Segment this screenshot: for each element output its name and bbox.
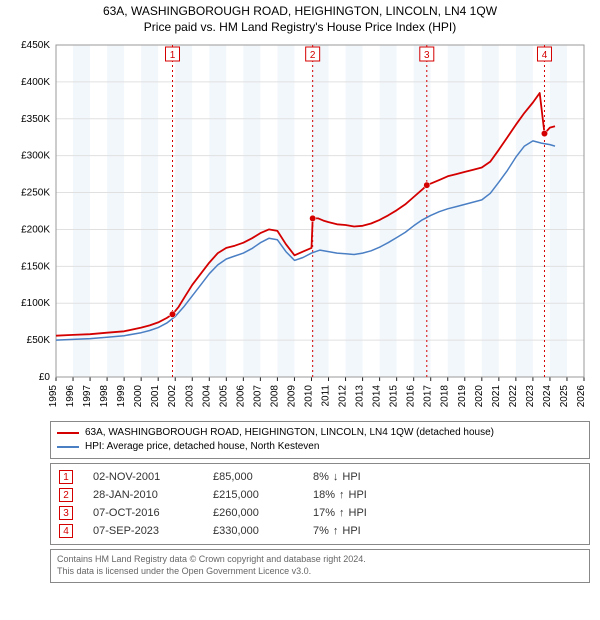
- legend-box: 63A, WASHINGBOROUGH ROAD, HEIGHINGTON, L…: [50, 421, 590, 459]
- y-tick-label: £200K: [21, 225, 50, 236]
- legend-label: 63A, WASHINGBOROUGH ROAD, HEIGHINGTON, L…: [85, 426, 494, 440]
- x-tick-label: 2020: [474, 385, 485, 408]
- x-tick-label: 2019: [457, 385, 468, 408]
- legend-label: HPI: Average price, detached house, Nort…: [85, 440, 319, 454]
- event-marker: 4: [59, 524, 73, 538]
- x-tick-label: 2011: [321, 385, 332, 407]
- x-tick-label: 1998: [99, 385, 110, 408]
- sale-point: [309, 215, 315, 221]
- x-tick-label: 2008: [269, 385, 280, 408]
- x-tick-label: 2003: [184, 385, 195, 408]
- event-hpi: 17% ↑ HPI: [313, 507, 367, 519]
- event-pct: 7%: [313, 525, 329, 537]
- x-tick-label: 1997: [82, 385, 93, 408]
- sale-point: [169, 311, 175, 317]
- line-chart-svg: £0 £50K £100K £150K £200K £250K £300K £350K £400…: [8, 39, 592, 419]
- x-tick-label: 2012: [338, 385, 349, 408]
- x-tick-label: 2005: [218, 385, 229, 408]
- footnote-line-2: This data is licensed under the Open Gov…: [57, 566, 583, 578]
- event-date: 07-SEP-2023: [93, 525, 193, 537]
- event-price: £85,000: [213, 471, 293, 483]
- y-tick-label: £350K: [21, 114, 50, 125]
- x-tick-label: 2000: [133, 385, 144, 408]
- x-tick-label: 1999: [116, 385, 127, 408]
- arrow-up-icon: ↑: [339, 489, 345, 501]
- x-tick-label: 2025: [559, 385, 570, 408]
- marker-label: 2: [310, 50, 316, 61]
- x-tick-label: 1995: [48, 385, 59, 408]
- event-row: 1 02-NOV-2001 £85,000 8% ↓HPI: [59, 470, 581, 484]
- x-tick-label: 2022: [508, 385, 519, 408]
- event-pct: 8%: [313, 471, 329, 483]
- y-tick-label: £250K: [21, 188, 50, 199]
- event-hpi-suffix: HPI: [349, 489, 367, 501]
- event-row: 3 07-OCT-2016 £260,000 17% ↑ HPI: [59, 506, 581, 520]
- x-tick-label: 2007: [252, 385, 263, 408]
- marker-label: 3: [424, 50, 430, 61]
- event-hpi: 8% ↓HPI: [313, 471, 361, 483]
- event-hpi-suffix: HPI: [342, 525, 360, 537]
- y-tick-label: £400K: [21, 77, 50, 88]
- event-marker: 1: [59, 470, 73, 484]
- legend-row: 63A, WASHINGBOROUGH ROAD, HEIGHINGTON, L…: [57, 426, 583, 440]
- x-tick-label: 2016: [406, 385, 417, 408]
- event-marker: 2: [59, 488, 73, 502]
- sale-point: [541, 131, 547, 137]
- x-tick-label: 2021: [491, 385, 502, 408]
- x-tick-label: 2017: [423, 385, 434, 408]
- event-date: 02-NOV-2001: [93, 471, 193, 483]
- marker-label: 1: [170, 50, 176, 61]
- event-pct: 18%: [313, 489, 335, 501]
- x-tick-label: 2009: [286, 385, 297, 408]
- arrow-down-icon: ↓: [333, 471, 339, 483]
- y-tick-label: £450K: [21, 40, 50, 51]
- event-date: 28-JAN-2010: [93, 489, 193, 501]
- title-line-1: 63A, WASHINGBOROUGH ROAD, HEIGHINGTON, L…: [8, 4, 592, 20]
- arrow-up-icon: ↑: [339, 507, 345, 519]
- x-tick-label: 2006: [235, 385, 246, 408]
- y-tick-label: £100K: [21, 298, 50, 309]
- x-tick-label: 2015: [389, 385, 400, 408]
- chart-area: £0 £50K £100K £150K £200K £250K £300K £350K £400…: [8, 39, 592, 419]
- x-tick-label: 2014: [372, 385, 383, 408]
- y-tick-label: £150K: [21, 262, 50, 273]
- event-hpi-suffix: HPI: [349, 507, 367, 519]
- event-hpi-suffix: HPI: [342, 471, 360, 483]
- x-tick-label: 2013: [355, 385, 366, 408]
- y-tick-label: £50K: [27, 335, 51, 346]
- x-tick-label: 1996: [65, 385, 76, 408]
- x-tick-label: 2026: [576, 385, 587, 408]
- event-row: 4 07-SEP-2023 £330,000 7% ↑HPI: [59, 524, 581, 538]
- sale-point: [424, 182, 430, 188]
- footnote-box: Contains HM Land Registry data © Crown c…: [50, 549, 590, 582]
- event-marker: 3: [59, 506, 73, 520]
- title-line-2: Price paid vs. HM Land Registry's House …: [8, 20, 592, 36]
- event-hpi: 18% ↑ HPI: [313, 489, 367, 501]
- x-tick-label: 2004: [201, 385, 212, 408]
- x-tick-label: 2002: [167, 385, 178, 408]
- x-tick-label: 2001: [150, 385, 161, 408]
- x-tick-label: 2010: [303, 385, 314, 408]
- page-root: 63A, WASHINGBOROUGH ROAD, HEIGHINGTON, L…: [0, 0, 600, 620]
- event-hpi: 7% ↑HPI: [313, 525, 361, 537]
- event-price: £215,000: [213, 489, 293, 501]
- event-row: 2 28-JAN-2010 £215,000 18% ↑ HPI: [59, 488, 581, 502]
- x-tick-label: 2018: [440, 385, 451, 408]
- arrow-up-icon: ↑: [333, 525, 339, 537]
- x-tick-label: 2024: [542, 385, 553, 408]
- events-box: 102-NOV-2001£85,0008%↓HPI228-JAN-2010£21…: [50, 463, 590, 545]
- footnote-line-1: Contains HM Land Registry data © Crown c…: [57, 554, 583, 566]
- marker-label: 4: [542, 50, 548, 61]
- x-tick-label: 2023: [525, 385, 536, 408]
- event-date: 07-OCT-2016: [93, 507, 193, 519]
- legend-row: HPI: Average price, detached house, Nort…: [57, 440, 583, 454]
- event-price: £260,000: [213, 507, 293, 519]
- event-price: £330,000: [213, 525, 293, 537]
- legend-swatch: [57, 432, 79, 434]
- event-pct: 17%: [313, 507, 335, 519]
- y-tick-label: £300K: [21, 151, 50, 162]
- y-tick-label: £0: [39, 372, 51, 383]
- chart-titles: 63A, WASHINGBOROUGH ROAD, HEIGHINGTON, L…: [8, 4, 592, 35]
- legend-swatch: [57, 446, 79, 448]
